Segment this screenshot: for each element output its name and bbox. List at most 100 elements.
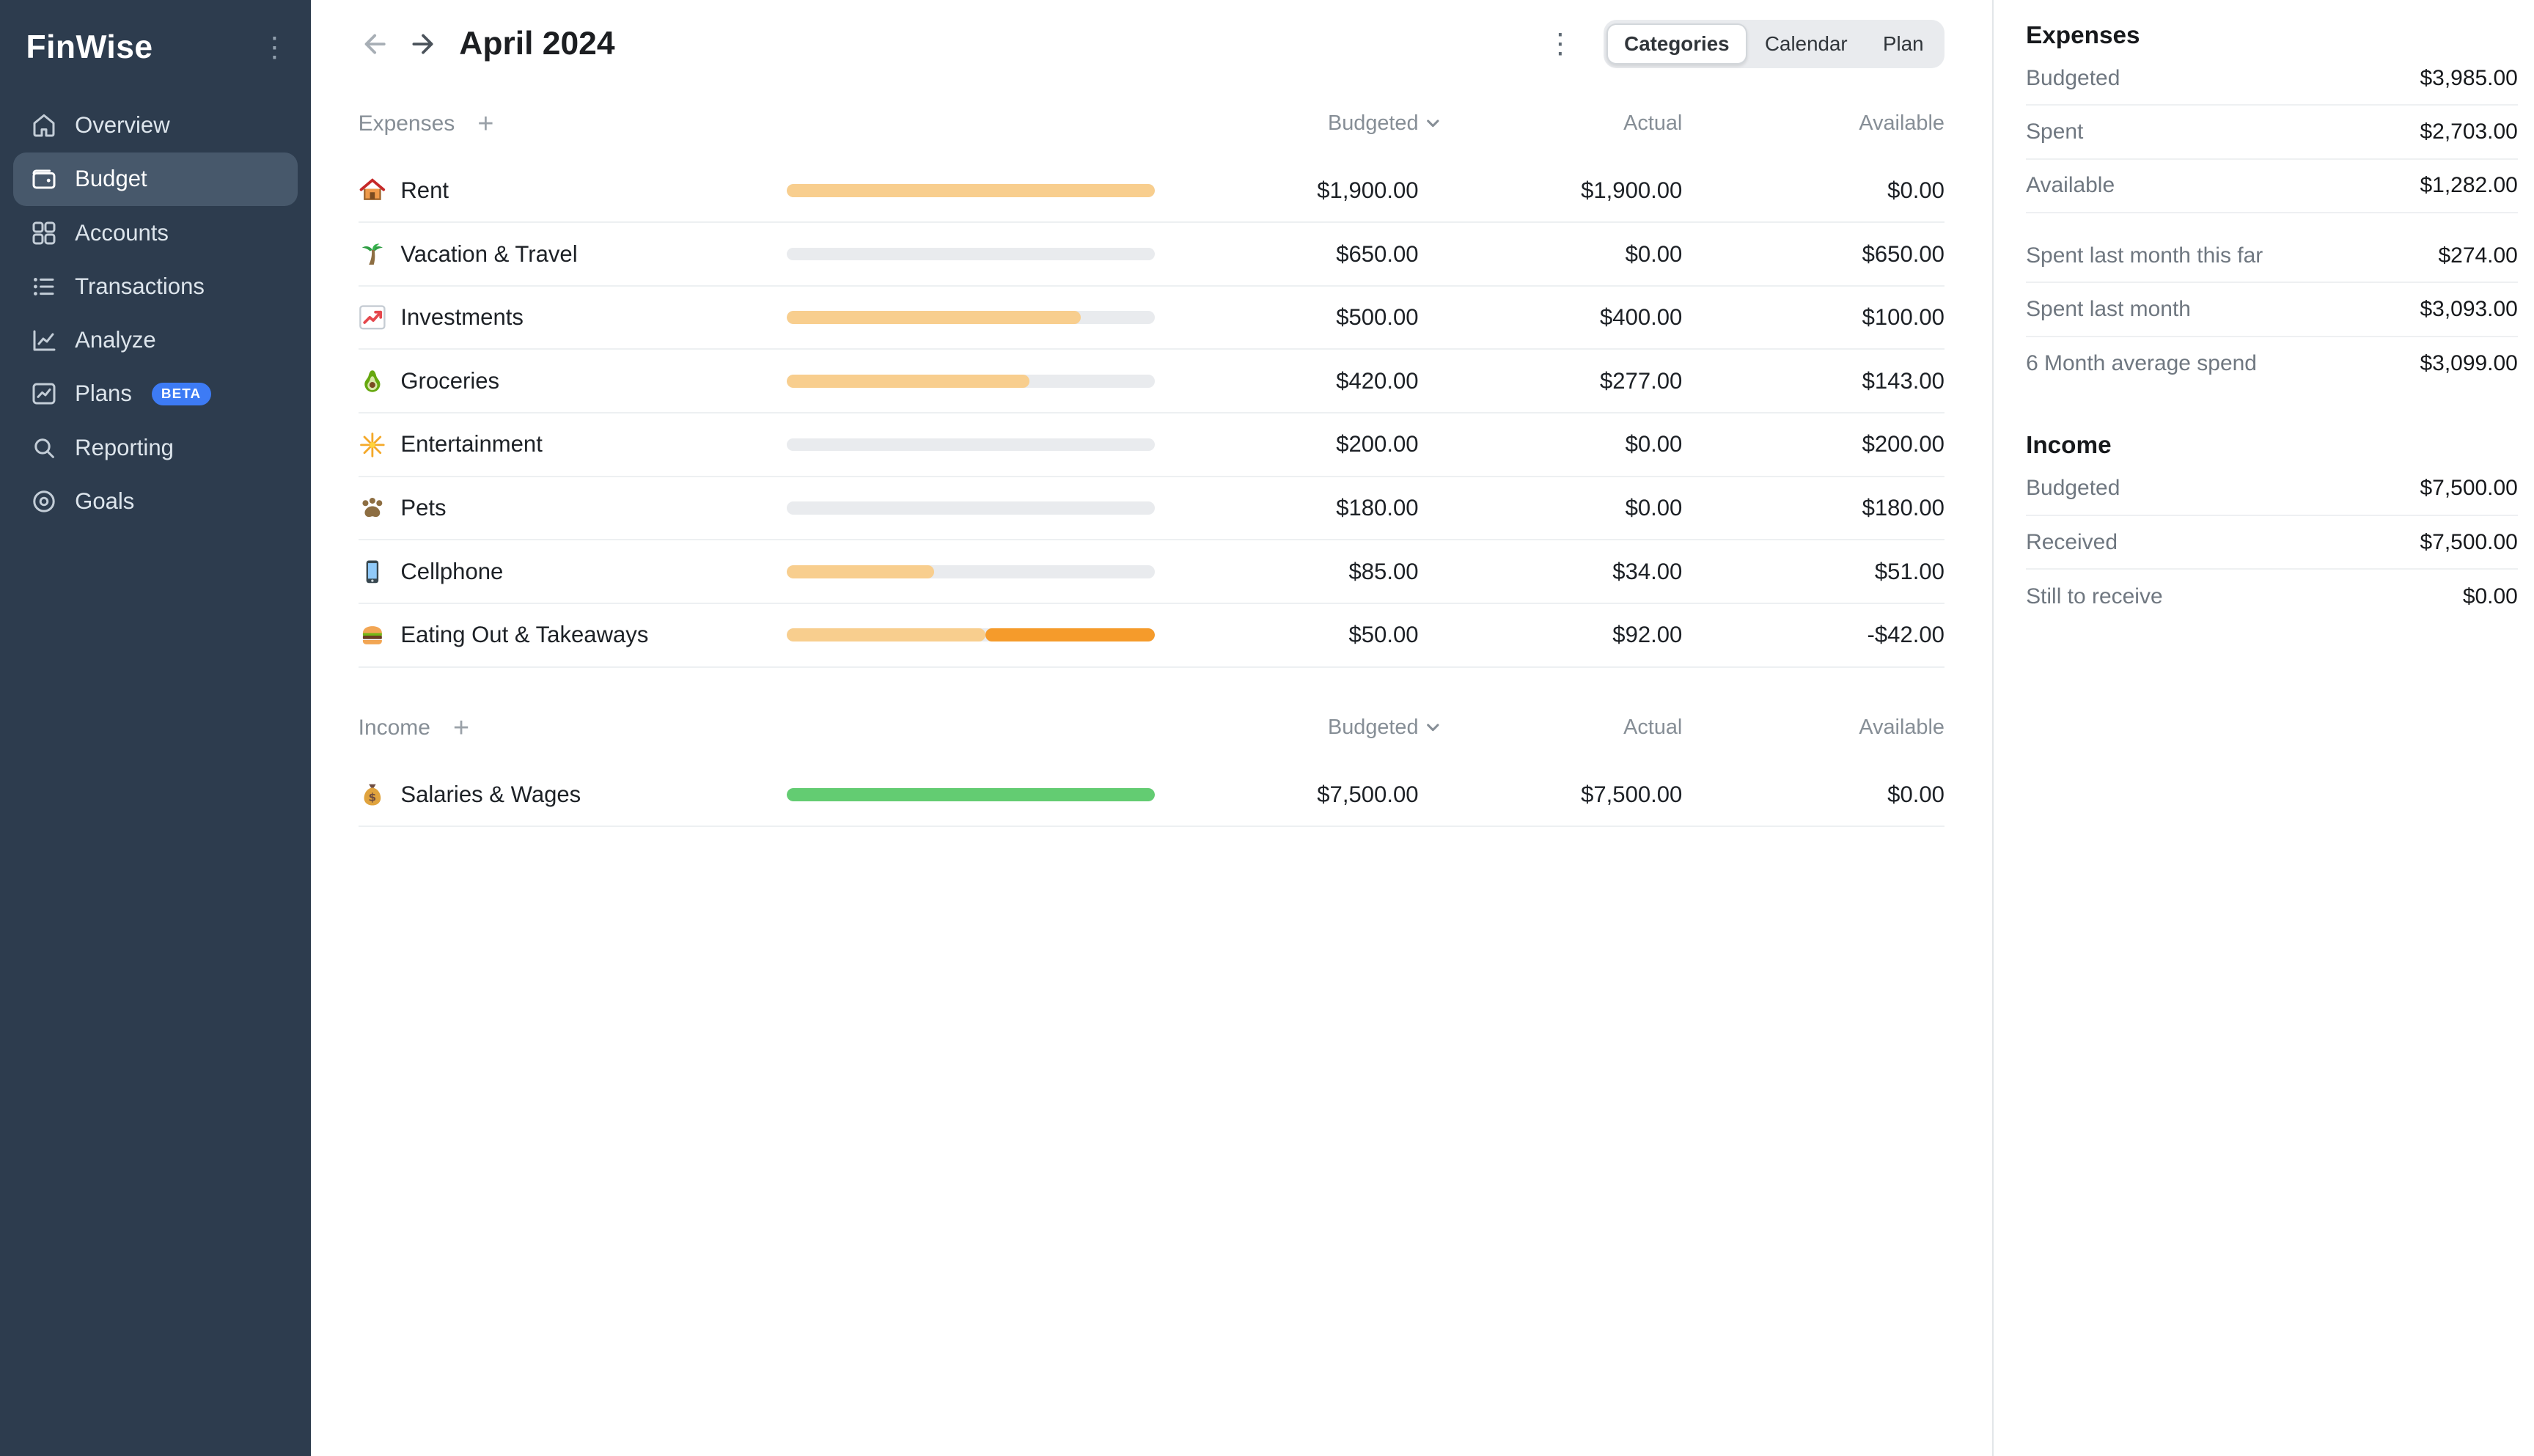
available-amount: -$42.00 bbox=[1867, 622, 1944, 648]
sidebar-item-label: Goals bbox=[75, 488, 135, 514]
more-options-icon[interactable]: ⋮ bbox=[1546, 28, 1574, 59]
category-name: Investments bbox=[400, 304, 524, 331]
sidebar-item-label: Overview bbox=[75, 112, 170, 139]
sidebar-item-reporting[interactable]: Reporting bbox=[13, 421, 298, 474]
budget-progress-fill bbox=[786, 184, 1155, 197]
actual-amount: $0.00 bbox=[1625, 431, 1683, 457]
category-row-vacation-travel[interactable]: Vacation & Travel $650.00 $0.00 $650.00 bbox=[358, 223, 1945, 287]
sidebar-item-accounts[interactable]: Accounts bbox=[13, 206, 298, 260]
sidebar-item-label: Transactions bbox=[75, 273, 205, 299]
summary-label: Still to receive bbox=[2026, 584, 2163, 608]
available-amount: $0.00 bbox=[1887, 177, 1944, 203]
sidebar-item-goals[interactable]: Goals bbox=[13, 474, 298, 528]
summary-group: Budgeted $7,500.00 Received $7,500.00 Still … bbox=[2026, 463, 2518, 624]
category-row-salaries-wages[interactable]: $ Salaries & Wages $7,500.00 $7,500.00 $0.00 bbox=[358, 764, 1945, 828]
bar-cell bbox=[786, 565, 1155, 578]
prev-month-icon[interactable] bbox=[359, 29, 389, 59]
tab-plan[interactable]: Plan bbox=[1865, 23, 1942, 65]
actual-amount: $92.00 bbox=[1612, 622, 1683, 648]
summary-label: Budgeted bbox=[2026, 476, 2120, 501]
category-row-cellphone[interactable]: Cellphone $85.00 $34.00 $51.00 bbox=[358, 540, 1945, 604]
progress-bar bbox=[786, 787, 1155, 801]
progress-bar bbox=[786, 374, 1155, 388]
budget-table: Expenses + Budgeted Actual Available Rent $1,9… bbox=[358, 101, 1945, 828]
budgeted-amount: $500.00 bbox=[1336, 304, 1419, 331]
category-cell: Eating Out & Takeaways bbox=[359, 621, 787, 649]
budgeted-amount: $420.00 bbox=[1336, 367, 1419, 394]
budgeted-column-header[interactable]: Budgeted bbox=[1155, 716, 1439, 740]
actual-column-label: Actual bbox=[1623, 111, 1683, 136]
tab-categories[interactable]: Categories bbox=[1606, 23, 1747, 65]
search-icon bbox=[29, 433, 59, 463]
available-column-label: Available bbox=[1859, 716, 1944, 740]
actual-amount: $34.00 bbox=[1612, 558, 1683, 584]
burger-icon bbox=[359, 621, 386, 649]
next-month-icon[interactable] bbox=[408, 29, 439, 59]
summary-row-6-month-average-spend: 6 Month average spend $3,099.00 bbox=[2026, 337, 2518, 391]
category-row-entertainment[interactable]: Entertainment $200.00 $0.00 $200.00 bbox=[358, 413, 1945, 477]
category-row-investments[interactable]: Investments $500.00 $400.00 $100.00 bbox=[358, 287, 1945, 350]
progress-bar bbox=[786, 438, 1155, 452]
summary-label: Received bbox=[2026, 529, 2118, 554]
progress-bar bbox=[786, 184, 1155, 197]
progress-bar bbox=[786, 247, 1155, 261]
tab-calendar[interactable]: Calendar bbox=[1747, 23, 1865, 65]
available-amount: $0.00 bbox=[1887, 781, 1944, 807]
budget-progress-fill bbox=[786, 565, 934, 578]
actual-amount: $1,900.00 bbox=[1581, 177, 1683, 203]
budgeted-column-header[interactable]: Budgeted bbox=[1155, 111, 1439, 136]
sidebar-item-label: Analyze bbox=[75, 327, 156, 353]
summary-row-received: Received $7,500.00 bbox=[2026, 516, 2518, 570]
summary-row-available: Available $1,282.00 bbox=[2026, 160, 2518, 213]
sidebar-header: FinWise ⋮ bbox=[0, 0, 311, 66]
summary-row-spent: Spent $2,703.00 bbox=[2026, 106, 2518, 160]
category-row-groceries[interactable]: Groceries $420.00 $277.00 $143.00 bbox=[358, 350, 1945, 414]
overspent-fill bbox=[985, 628, 1155, 642]
actual-amount: $400.00 bbox=[1600, 304, 1683, 331]
actual-column-header: Actual bbox=[1419, 111, 1683, 136]
budgeted-amount: $200.00 bbox=[1336, 431, 1419, 457]
bar-cell bbox=[786, 501, 1155, 515]
summary-section-title: Expenses bbox=[2026, 21, 2140, 49]
sidebar-item-label: Budget bbox=[75, 166, 147, 192]
progress-bar bbox=[786, 565, 1155, 578]
analyze-icon bbox=[29, 326, 59, 355]
budgeted-amount: $1,900.00 bbox=[1317, 177, 1419, 203]
category-name: Rent bbox=[400, 177, 449, 203]
add-category-button[interactable]: + bbox=[477, 107, 494, 139]
category-row-rent[interactable]: Rent $1,900.00 $1,900.00 $0.00 bbox=[358, 160, 1945, 224]
sidebar-item-overview[interactable]: Overview bbox=[13, 98, 298, 152]
summary-row-still-to-receive: Still to receive $0.00 bbox=[2026, 570, 2518, 623]
home-icon bbox=[29, 111, 59, 140]
category-row-eating-out-takeaways[interactable]: Eating Out & Takeaways $50.00 $92.00 -$42.0… bbox=[358, 604, 1945, 668]
summary-label: 6 Month average spend bbox=[2026, 351, 2257, 376]
available-amount: $180.00 bbox=[1862, 495, 1944, 521]
category-row-pets[interactable]: Pets $180.00 $0.00 $180.00 bbox=[358, 477, 1945, 541]
summary-panel: Expenses Budgeted $3,985.00 Spent $2,703.00 A… bbox=[1994, 0, 2534, 1456]
sidebar-item-budget[interactable]: Budget bbox=[12, 152, 298, 206]
summary-row-budgeted: Budgeted $3,985.00 bbox=[2026, 52, 2518, 106]
available-amount: $51.00 bbox=[1874, 558, 1944, 584]
actual-amount: $7,500.00 bbox=[1581, 781, 1683, 807]
svg-text:$: $ bbox=[368, 790, 376, 804]
available-amount: $100.00 bbox=[1862, 304, 1944, 331]
sidebar: FinWise ⋮ Overview Budget Accounts Transact… bbox=[0, 0, 312, 1456]
summary-label: Spent last month bbox=[2026, 297, 2191, 322]
sidebar-item-plans[interactable]: Plans BETA bbox=[13, 367, 298, 421]
add-category-button[interactable]: + bbox=[453, 711, 470, 743]
category-cell: Cellphone bbox=[359, 558, 787, 586]
category-cell: $ Salaries & Wages bbox=[359, 781, 787, 809]
section-header-income: Income + Budgeted Actual Available bbox=[359, 705, 1945, 751]
category-name: Pets bbox=[400, 495, 447, 521]
budget-progress-fill bbox=[786, 787, 1155, 801]
category-name: Groceries bbox=[400, 367, 500, 394]
sparkler-icon bbox=[359, 431, 386, 459]
section-title: Income bbox=[358, 715, 430, 740]
sidebar-item-analyze[interactable]: Analyze bbox=[13, 314, 298, 367]
list-icon bbox=[29, 272, 59, 301]
sidebar-more-icon[interactable]: ⋮ bbox=[260, 32, 289, 63]
sidebar-item-transactions[interactable]: Transactions bbox=[13, 260, 298, 313]
actual-amount: $277.00 bbox=[1600, 367, 1683, 394]
budget-progress-fill bbox=[786, 374, 1030, 388]
category-cell: Pets bbox=[359, 494, 787, 522]
